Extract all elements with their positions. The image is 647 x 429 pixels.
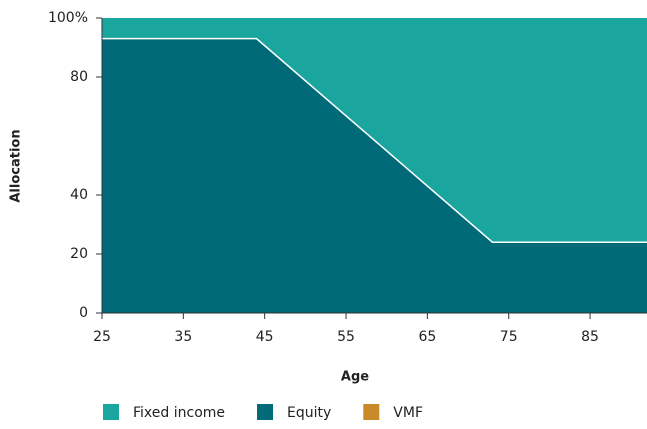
x-tick-label: 75 bbox=[500, 329, 518, 345]
legend-swatch bbox=[103, 404, 119, 420]
x-tick-label: 85 bbox=[581, 329, 599, 345]
x-tick-label: 25 bbox=[93, 329, 111, 345]
legend-swatch bbox=[363, 404, 380, 420]
y-tick-label: 20 bbox=[70, 246, 88, 262]
y-axis-label: Allocation bbox=[9, 129, 24, 202]
legend-label: VMF bbox=[393, 405, 423, 421]
x-tick-label: 45 bbox=[256, 329, 274, 345]
y-tick-label: 100% bbox=[48, 10, 88, 26]
area bbox=[102, 38, 647, 314]
legend-swatch bbox=[257, 404, 274, 420]
y-tick-label: 80 bbox=[70, 69, 88, 85]
boundary-line bbox=[102, 37, 647, 243]
legend-label: Fixed income bbox=[133, 405, 225, 421]
x-tick-label: 55 bbox=[337, 329, 355, 345]
x-tick-label: 65 bbox=[418, 329, 436, 345]
y-tick-label: 0 bbox=[79, 305, 88, 321]
x-tick-label: 35 bbox=[174, 329, 192, 345]
x-axis-label: Age bbox=[341, 370, 369, 385]
legend-label: Equity bbox=[287, 405, 331, 421]
area bbox=[102, 18, 647, 243]
y-tick-label: 40 bbox=[70, 187, 88, 203]
